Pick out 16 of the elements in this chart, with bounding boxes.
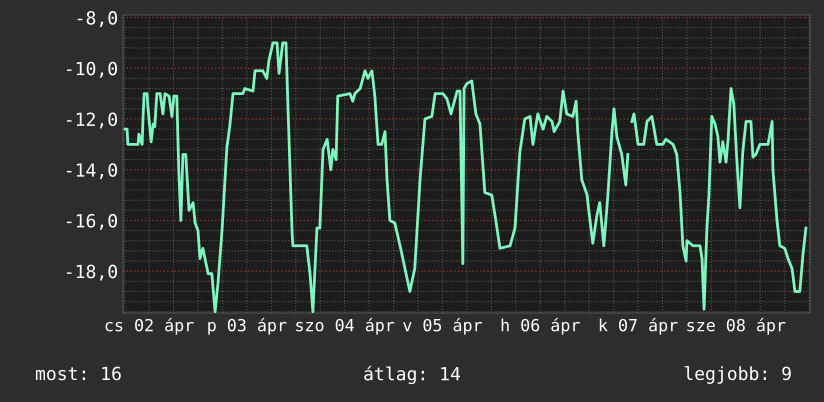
- y-tick-label: -10,0: [66, 62, 117, 78]
- x-tick-label: szo 04 ápr: [296, 318, 394, 335]
- text: most: 16: [36, 366, 121, 380]
- x-tick-label: h 06 ápr: [502, 318, 580, 335]
- text: legjobb: 9: [684, 366, 791, 384]
- y-tick-label: -14,0: [66, 163, 117, 180]
- text: átlag: 14: [364, 366, 460, 384]
- x-tick-label: sze 08 ápr: [687, 318, 786, 335]
- x-tick-label: v 05 ápr: [403, 318, 482, 335]
- y-tick-label: -8,0: [78, 11, 117, 27]
- x-tick-label: k 07 ápr: [600, 318, 678, 335]
- x-tick-label: cs 02 ápr: [106, 318, 194, 335]
- y-tick-label: -18,0: [66, 264, 117, 281]
- y-tick-label: -16,0: [66, 214, 117, 230]
- y-tick-label: -12,0: [66, 112, 117, 128]
- x-tick-label: p 03 ápr: [208, 318, 286, 335]
